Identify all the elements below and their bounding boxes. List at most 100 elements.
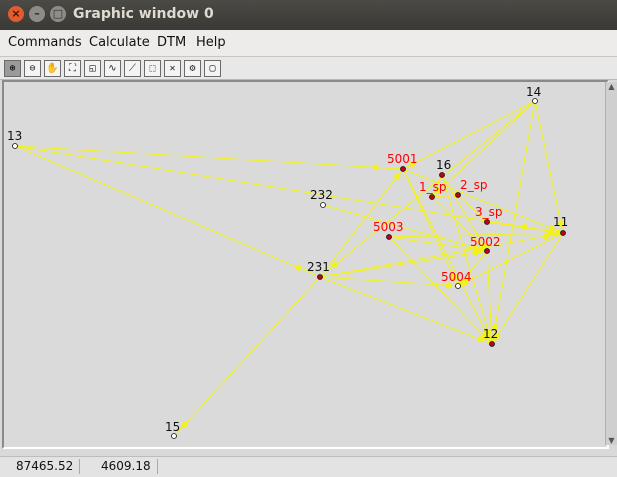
direction-marker-14-12 [492, 324, 498, 330]
settings-icon[interactable]: ⚙ [184, 60, 201, 77]
point-marker-14[interactable] [532, 98, 538, 104]
vertical-scrollbar[interactable]: ▲ ▼ [605, 82, 617, 445]
point-label-5004: 5004 [441, 270, 472, 284]
point-label-1sp: 1_sp [419, 180, 447, 194]
maximize-icon[interactable]: □ [50, 6, 66, 22]
direction-marker-14-11 [558, 220, 564, 227]
measure-icon[interactable]: ⟋ [124, 60, 141, 77]
scroll-down-icon[interactable]: ▼ [608, 436, 615, 445]
zoom-out-icon[interactable]: ⊖ [24, 60, 41, 77]
direction-marker-5001-11 [548, 225, 555, 232]
observation-line-5001-11 [402, 168, 564, 234]
observation-line-5001-12 [402, 168, 493, 345]
direction-marker-14-231 [332, 261, 338, 268]
observation-line-13-5001 [14, 145, 404, 170]
point-marker-3sp[interactable] [484, 219, 490, 225]
menu-dtm[interactable]: DTM [157, 35, 187, 50]
pan-hand-icon[interactable]: ✋ [44, 60, 61, 77]
point-label-12: 12 [483, 327, 498, 341]
point-label-3sp: 3_sp [475, 205, 503, 219]
zoom-in-icon[interactable]: ⊕ [4, 60, 21, 77]
select-icon[interactable]: ⬚ [144, 60, 161, 77]
toolbar: ⊕ ⊖ ✋ ⛶ ◱ ∿ ⟋ ⬚ ✕ ⚙ ▢ [0, 57, 617, 80]
observation-line-13-11 [14, 145, 564, 234]
zoom-extent-icon[interactable]: ⛶ [64, 60, 81, 77]
observation-line-231-11 [319, 232, 564, 278]
observation-line-5002-5004 [457, 250, 488, 287]
direction-marker-231-5001 [394, 173, 401, 180]
direction-marker-13-231 [295, 264, 302, 271]
scroll-up-icon[interactable]: ▲ [608, 82, 615, 91]
direction-marker-13-5001 [372, 164, 379, 171]
observation-line-231-5001 [319, 168, 404, 278]
window-title: Graphic window 0 [73, 6, 214, 22]
direction-marker-232-5002 [472, 244, 479, 251]
point-marker-231[interactable] [317, 274, 323, 280]
direction-marker-231-15 [181, 421, 188, 428]
direction-marker-231-11 [543, 233, 549, 240]
observation-line-231-15 [173, 276, 321, 437]
direction-marker-5001-5004 [451, 274, 458, 281]
point-label-231: 231 [307, 260, 330, 274]
direction-marker-5003-12 [481, 333, 488, 340]
direction-marker-13-11 [521, 223, 528, 230]
observation-line-2sp-3sp [457, 194, 488, 223]
observation-line-14-11 [534, 100, 564, 234]
observation-line-5003-11 [388, 232, 564, 238]
minimize-icon[interactable]: – [29, 6, 45, 22]
point-label-16: 16 [436, 158, 451, 172]
observation-line-5002-12 [486, 250, 493, 345]
point-marker-13[interactable] [12, 143, 18, 149]
status-x-coordinate: 87465.52 [10, 459, 81, 474]
menu-bar: Commands Calculate DTM Help [0, 30, 617, 57]
point-label-11: 11 [553, 215, 568, 229]
frame-icon[interactable]: ▢ [204, 60, 221, 77]
title-bar: × – □ Graphic window 0 [0, 0, 617, 30]
point-label-232: 232 [310, 188, 333, 202]
point-label-5003: 5003 [373, 220, 404, 234]
point-label-2sp: 2_sp [460, 178, 488, 192]
point-label-5001: 5001 [387, 152, 418, 166]
status-bar: 87465.52 4609.18 [0, 456, 617, 477]
network-plot[interactable]: 13 14 16 232 231 11 12 15 5001 5003 5002 5004 1_sp 2_… [4, 82, 607, 447]
graphic-canvas[interactable]: 13 14 16 232 231 11 12 15 5001 5003 5002 5004 1_sp 2_… [2, 80, 609, 449]
direction-marker-231-5002 [472, 249, 479, 256]
observation-line-232-5002 [322, 204, 488, 252]
direction-marker-11-12 [494, 333, 500, 340]
direction-marker-5002-12 [488, 334, 495, 341]
zoom-window-icon[interactable]: ◱ [84, 60, 101, 77]
menu-commands[interactable]: Commands [8, 35, 82, 50]
menu-calculate[interactable]: Calculate [89, 35, 150, 50]
point-label-5002: 5002 [470, 235, 501, 249]
observation-line-231-5002 [319, 250, 488, 278]
point-marker-232[interactable] [320, 202, 326, 208]
direction-marker-14-1sp [436, 187, 443, 194]
point-marker-5001[interactable] [400, 166, 406, 172]
point-marker-15[interactable] [171, 433, 177, 439]
point-marker-16[interactable] [439, 172, 445, 178]
point-marker-5002[interactable] [484, 248, 490, 254]
point-label-15: 15 [165, 420, 180, 434]
direction-marker-3sp-11 [554, 229, 561, 236]
observation-line-231-12 [319, 276, 493, 345]
point-marker-5003[interactable] [386, 234, 392, 240]
point-marker-5004[interactable] [455, 283, 461, 289]
point-marker-1sp[interactable] [429, 194, 435, 200]
close-icon[interactable]: × [8, 6, 24, 22]
direction-marker-11-5004 [462, 279, 469, 286]
point-label-14: 14 [526, 85, 541, 99]
menu-help[interactable]: Help [196, 35, 226, 50]
direction-marker-231-5004 [445, 282, 452, 289]
draw-line-icon[interactable]: ∿ [104, 60, 121, 77]
point-marker-2sp[interactable] [455, 192, 461, 198]
observation-line-1sp-5002 [431, 196, 488, 252]
direction-marker-5003-11 [547, 230, 554, 237]
observation-line-14-1sp [431, 100, 536, 198]
direction-marker-231-12 [477, 336, 483, 343]
reset-icon[interactable]: ✕ [164, 60, 181, 77]
point-marker-12[interactable] [489, 341, 495, 347]
point-marker-11[interactable] [560, 230, 566, 236]
point-label-13: 13 [7, 129, 22, 143]
direction-marker-1sp-5002 [480, 244, 487, 251]
observation-line-5003-12 [388, 236, 493, 345]
